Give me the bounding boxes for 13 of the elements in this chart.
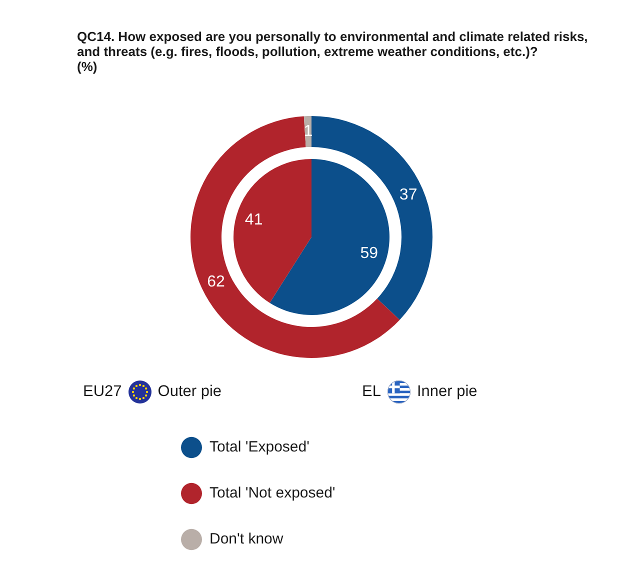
legend-label: Total 'Exposed' — [210, 438, 310, 456]
text: EU27 — [83, 383, 122, 401]
text: Outer pie — [158, 383, 222, 401]
legend-label: Don't know — [210, 530, 284, 548]
text: EL — [362, 383, 381, 401]
data-label: 37 — [399, 186, 418, 204]
data-label: 62 — [207, 273, 226, 290]
chart-subtitle: (%) — [77, 59, 98, 74]
data-label: 41 — [244, 212, 263, 229]
legend-label: Total 'Not exposed' — [210, 484, 336, 502]
text: Inner pie — [416, 383, 478, 401]
data-label: 59 — [360, 245, 378, 262]
chart-title: QC14. How exposed are you personally to environmental and climate related risks, and threats (e.g. fires, floods, pollution, extreme weather conditions, etc.)? — [77, 29, 589, 59]
